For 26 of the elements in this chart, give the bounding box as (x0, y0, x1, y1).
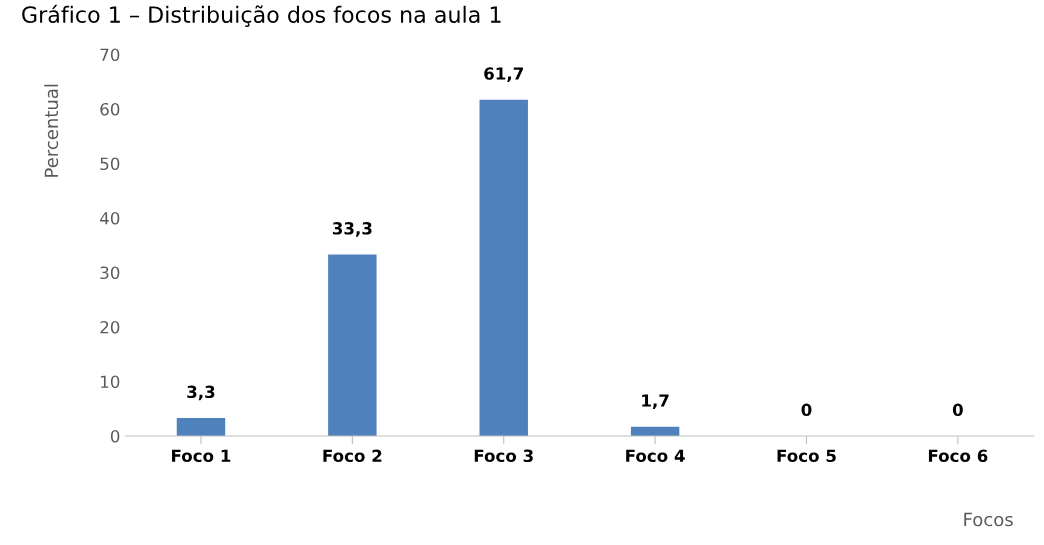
x-tick-label: Foco 2 (323, 449, 382, 463)
data-label: 1,7 (642, 394, 669, 409)
bar (328, 254, 377, 436)
x-tick-label: Foco 6 (928, 449, 988, 463)
y-tick-label: 30 (100, 266, 120, 280)
bar (479, 99, 528, 436)
x-axis-title: Focos (964, 512, 1013, 527)
y-tick-label: 60 (100, 102, 120, 116)
bar (176, 418, 226, 436)
y-axis-title: Percentual (44, 84, 59, 177)
x-tick-label: Foco 5 (777, 449, 836, 463)
x-tick-label: Foco 1 (172, 449, 231, 463)
y-tick-label: 70 (100, 48, 120, 62)
y-tick-label: 50 (100, 157, 120, 171)
data-label: 61,7 (484, 67, 523, 82)
x-tick-label: Foco 3 (474, 449, 533, 463)
data-label: 0 (801, 403, 812, 417)
y-tick-label: 0 (110, 429, 120, 443)
chart-title: Gráfico 1 – Distribuição dos focos na aula 1 (22, 4, 501, 27)
data-label: 3,3 (187, 385, 215, 401)
data-label: 33,3 (332, 222, 372, 237)
y-tick-label: 10 (101, 375, 120, 389)
y-tick-label: 20 (100, 320, 120, 334)
data-label: 0 (952, 403, 963, 417)
y-tick-label: 40 (100, 211, 120, 225)
x-tick-label: Foco 4 (626, 449, 685, 463)
